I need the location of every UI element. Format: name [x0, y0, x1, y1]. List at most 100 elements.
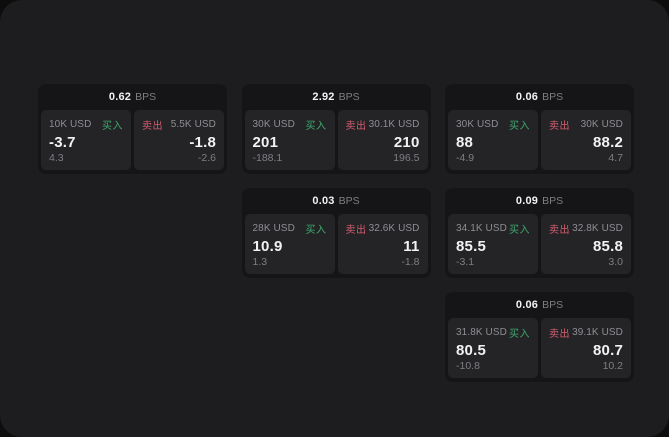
quote-panels: 31.8K USD 买入 80.5 -10.8 卖出 39.1K USD 80.… [445, 315, 634, 382]
buy-side-label: 买入 [509, 225, 530, 236]
buy-price: 88 [456, 133, 474, 151]
sell-delta: 4.7 [608, 151, 623, 164]
sell-amount: 32.6K USD [368, 223, 420, 234]
sell-delta: 10.2 [602, 359, 623, 372]
quote-card: 0.09 BPS 34.1K USD 买入 85.5 -3.1 卖出 32.8K… [445, 188, 634, 278]
sell-side-label: 卖出 [549, 329, 570, 340]
buy-tile-top-row: 34.1K USD 买入 [456, 221, 530, 236]
buy-tile-top-row: 30K USD 买入 [456, 117, 530, 132]
sell-tile[interactable]: 卖出 5.5K USD -1.8 -2.6 [134, 110, 224, 170]
sell-tile-top-row: 卖出 32.6K USD [346, 221, 420, 236]
buy-tile[interactable]: 10K USD 买入 -3.7 4.3 [41, 110, 131, 170]
spread-value: 0.03 [312, 194, 335, 207]
buy-tile[interactable]: 28K USD 买入 10.9 1.3 [244, 214, 335, 274]
sell-side-label: 卖出 [345, 121, 367, 132]
buy-tile[interactable]: 30K USD 买入 88 -4.9 [448, 110, 538, 170]
sell-amount: 30K USD [580, 119, 623, 130]
quote-card: 0.06 BPS 30K USD 买入 88 -4.9 卖出 30K USD 8… [445, 84, 634, 174]
buy-amount: 34.1K USD [456, 223, 507, 234]
sell-delta: -2.6 [197, 151, 216, 164]
sell-amount: 5.5K USD [170, 119, 216, 130]
spread-header: 0.03 BPS [242, 188, 431, 211]
spread-unit-label: BPS [338, 194, 360, 207]
spread-header: 0.62 BPS [38, 84, 227, 107]
sell-amount: 30.1K USD [368, 119, 420, 130]
spread-unit-label: BPS [542, 194, 564, 207]
sell-tile-top-row: 卖出 39.1K USD [549, 325, 623, 340]
buy-side-label: 买入 [509, 329, 530, 340]
sell-tile-top-row: 卖出 30K USD [549, 117, 623, 132]
spread-header: 0.09 BPS [445, 188, 634, 211]
sell-side-label: 卖出 [345, 225, 367, 236]
sell-tile-top-row: 卖出 30.1K USD [346, 117, 420, 132]
quote-panels: 28K USD 买入 10.9 1.3 卖出 32.6K USD 11 -1.8 [242, 211, 431, 278]
buy-price: 201 [252, 133, 279, 151]
quote-panels: 10K USD 买入 -3.7 4.3 卖出 5.5K USD -1.8 -2.… [38, 107, 227, 174]
quote-card: 0.03 BPS 28K USD 买入 10.9 1.3 卖出 32.6K US… [241, 188, 431, 278]
sell-delta: -1.8 [401, 255, 420, 268]
sell-price: -1.8 [189, 133, 216, 151]
cards-grid: 0.62 BPS 10K USD 买入 -3.7 4.3 卖出 5.5K USD… [38, 84, 634, 382]
buy-side-label: 买入 [102, 121, 123, 132]
buy-amount: 31.8K USD [456, 327, 507, 338]
sell-price: 85.8 [593, 237, 623, 255]
buy-price: 85.5 [456, 237, 486, 255]
sell-tile[interactable]: 卖出 30K USD 88.2 4.7 [541, 110, 631, 170]
buy-delta: -4.9 [456, 151, 475, 164]
sell-tile[interactable]: 卖出 32.8K USD 85.8 3.0 [541, 214, 631, 274]
quote-panels: 34.1K USD 买入 85.5 -3.1 卖出 32.8K USD 85.8… [445, 211, 634, 278]
quote-card: 2.92 BPS 30K USD 买入 201 -188.1 卖出 30.1K … [241, 84, 431, 174]
spread-value: 0.62 [108, 90, 132, 103]
buy-tile-top-row: 10K USD 买入 [49, 117, 123, 132]
buy-delta: 4.3 [49, 151, 64, 164]
buy-delta: -10.8 [456, 359, 480, 372]
buy-delta: -3.1 [456, 255, 475, 268]
buy-price: 10.9 [252, 237, 283, 255]
sell-price: 210 [393, 133, 420, 151]
buy-price: -3.7 [49, 133, 76, 151]
buy-amount: 30K USD [456, 119, 499, 130]
quote-panels: 30K USD 买入 201 -188.1 卖出 30.1K USD 210 1… [242, 107, 431, 174]
sell-side-label: 卖出 [142, 121, 163, 132]
spread-unit-label: BPS [542, 90, 564, 103]
sell-price: 80.7 [593, 341, 623, 359]
quote-card: 0.62 BPS 10K USD 买入 -3.7 4.3 卖出 5.5K USD… [38, 84, 227, 174]
quote-panels: 30K USD 买入 88 -4.9 卖出 30K USD 88.2 4.7 [445, 107, 634, 174]
spread-unit-label: BPS [338, 90, 360, 103]
sell-tile-top-row: 卖出 32.8K USD [549, 221, 623, 236]
sell-delta: 196.5 [393, 151, 420, 164]
buy-amount: 10K USD [49, 119, 92, 130]
sell-price: 11 [403, 237, 420, 255]
buy-tile-top-row: 28K USD 买入 [253, 221, 327, 236]
buy-price: 80.5 [456, 341, 486, 359]
sell-tile[interactable]: 卖出 32.6K USD 11 -1.8 [337, 214, 428, 274]
buy-amount: 30K USD [252, 119, 295, 130]
spread-value: 2.92 [312, 90, 335, 103]
buy-side-label: 买入 [305, 121, 327, 132]
spread-header: 2.92 BPS [242, 84, 431, 107]
quote-card: 0.06 BPS 31.8K USD 买入 80.5 -10.8 卖出 39.1… [445, 292, 634, 382]
sell-delta: 3.0 [608, 255, 623, 268]
buy-tile-top-row: 30K USD 买入 [253, 117, 327, 132]
buy-delta: -188.1 [252, 151, 283, 164]
buy-delta: 1.3 [252, 255, 268, 268]
buy-tile[interactable]: 31.8K USD 买入 80.5 -10.8 [448, 318, 538, 378]
sell-side-label: 卖出 [549, 121, 570, 132]
sell-tile[interactable]: 卖出 39.1K USD 80.7 10.2 [541, 318, 631, 378]
buy-tile[interactable]: 30K USD 买入 201 -188.1 [244, 110, 335, 170]
buy-tile-top-row: 31.8K USD 买入 [456, 325, 530, 340]
buy-amount: 28K USD [252, 223, 295, 234]
sell-price: 88.2 [593, 133, 623, 151]
sell-tile[interactable]: 卖出 30.1K USD 210 196.5 [337, 110, 428, 170]
sell-side-label: 卖出 [549, 225, 570, 236]
spread-value: 0.06 [515, 298, 539, 311]
sell-amount: 39.1K USD [572, 327, 623, 338]
spread-unit-label: BPS [135, 90, 157, 103]
spread-unit-label: BPS [542, 298, 564, 311]
spread-header: 0.06 BPS [445, 292, 634, 315]
sell-tile-top-row: 卖出 5.5K USD [142, 117, 216, 132]
sell-amount: 32.8K USD [572, 223, 623, 234]
spread-header: 0.06 BPS [445, 84, 634, 107]
buy-tile[interactable]: 34.1K USD 买入 85.5 -3.1 [448, 214, 538, 274]
